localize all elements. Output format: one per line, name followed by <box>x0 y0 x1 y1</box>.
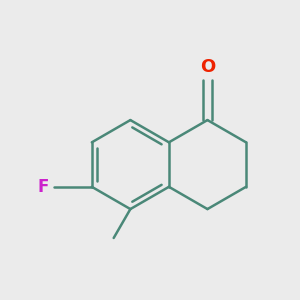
Text: F: F <box>37 178 49 196</box>
Text: O: O <box>200 58 215 76</box>
